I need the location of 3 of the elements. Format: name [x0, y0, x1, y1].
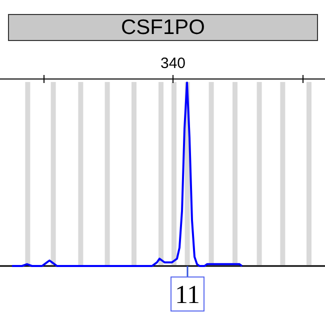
chart-title: CSF1PO — [8, 14, 318, 41]
text: 11 — [174, 280, 200, 309]
text: 340 — [160, 55, 186, 72]
